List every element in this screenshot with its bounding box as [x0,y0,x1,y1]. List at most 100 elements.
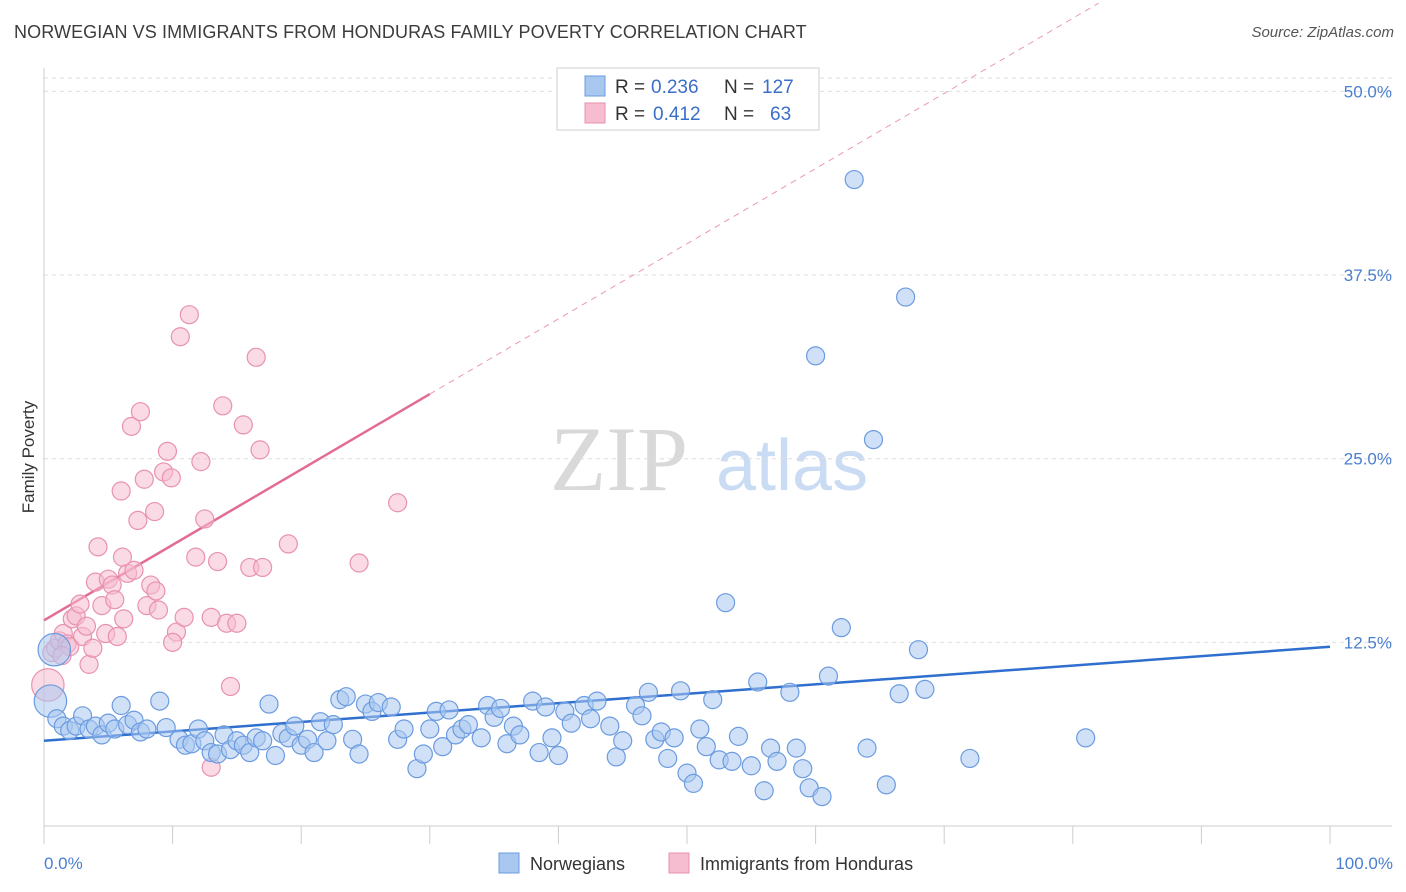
norwegian-point [285,716,305,736]
norwegian-point [156,717,176,738]
norwegian-point [696,737,716,757]
honduras-point [146,581,166,601]
norwegian-point [490,698,511,719]
honduras-point [161,468,181,488]
honduras-point [195,509,215,529]
y-tick-label: 37.5% [1344,266,1392,285]
norwegian-point [349,744,369,764]
honduras-point [208,551,228,572]
honduras-point [227,613,247,633]
legend-swatch-blue [584,75,606,97]
legend-r-value-2: 0.412 [653,104,701,125]
chart-source: Source: ZipAtlas.com [1251,24,1394,41]
honduras-point [121,416,142,436]
honduras-point [107,626,127,647]
x-tick-label: 100.0% [1335,854,1393,873]
norwegian-point [767,751,787,771]
legend-n-value-1: 127 [762,77,794,98]
norwegian-point [793,759,813,779]
norwegian-point [323,715,343,735]
data-points [31,169,1096,807]
honduras-point [186,547,206,567]
honduras-point [157,441,178,461]
legend-r-label-2: R = [615,104,645,125]
norwegian-point [606,747,626,767]
gridlines [44,77,1392,643]
norwegian-point [381,697,401,717]
honduras-point [253,557,273,578]
honduras-point [79,654,99,674]
norwegian-point [786,738,806,758]
norwegian-point [876,775,896,795]
norwegian-point [529,742,549,763]
norwegian-point [670,681,691,701]
norwegian-point [439,700,459,720]
norwegian-point [1076,728,1096,748]
honduras-point [114,609,134,629]
y-tick-label: 50.0% [1344,82,1392,101]
watermark-atlas: atlas [716,426,868,506]
norwegian-point [722,751,742,771]
norwegian-point [613,731,633,751]
norwegian-point [394,719,414,739]
correlation-legend: R = 0.236 N = 127 R = 0.412 N = 63 [556,67,820,131]
norwegian-point [889,684,909,704]
honduras-point [233,415,253,435]
honduras-point [163,632,183,652]
norwegian-point [632,706,652,726]
x-tick-label: 0.0% [44,854,83,873]
norwegian-point [510,725,530,745]
honduras-point [174,607,194,627]
honduras-point [83,638,103,658]
honduras-point [349,553,369,573]
norwegian-point [896,287,916,307]
series-legend: Norwegians Immigrants from Honduras [498,852,913,874]
norwegian-point [587,691,607,711]
norwegian-point [805,346,826,366]
honduras-point [220,676,241,697]
watermark-zip: ZIP [550,408,688,510]
norwegian-point [908,640,929,660]
honduras-point [70,594,90,614]
norwegian-point [780,682,800,702]
norwegian-point [111,695,131,716]
norwegian-point [690,719,710,739]
norwegian-point [748,672,768,692]
norwegian-point [265,745,286,766]
legend-label-honduras: Immigrants from Honduras [700,854,913,874]
legend-label-norwegians: Norwegians [530,854,625,874]
y-axis-label: Family Poverty [19,400,38,513]
honduras-point [148,600,169,620]
honduras-point [246,347,266,367]
honduras-point [134,469,154,489]
honduras-point [88,537,108,557]
norwegian-point [458,715,478,735]
norwegian-point [542,728,562,748]
norwegian-point [420,719,440,739]
norwegian-point [137,719,157,739]
legend-swatch-honduras [668,852,690,874]
norwegian-point [37,632,72,667]
honduras-point [105,590,125,610]
honduras-point [128,510,148,531]
norwegian-point [600,716,620,736]
norwegian-point [561,713,581,733]
legend-swatch-pink [584,102,606,124]
norwegian-point [336,687,356,707]
norwegian-point [857,738,877,758]
honduras-point [388,493,408,513]
norwegian-point [304,742,324,763]
norwegian-point [535,697,556,717]
legend-r-label-1: R = [615,77,645,98]
trend-line-honduras-extension [429,2,1099,395]
norwegian-point [818,666,839,686]
norwegian-point [638,682,659,702]
honduras-point [144,501,165,522]
norwegian-point [715,593,736,613]
legend-n-label-2: N = [724,104,754,125]
norwegian-point [915,679,935,699]
honduras-point [179,305,199,325]
norwegian-point [150,691,170,711]
norwegian-point [703,690,723,710]
